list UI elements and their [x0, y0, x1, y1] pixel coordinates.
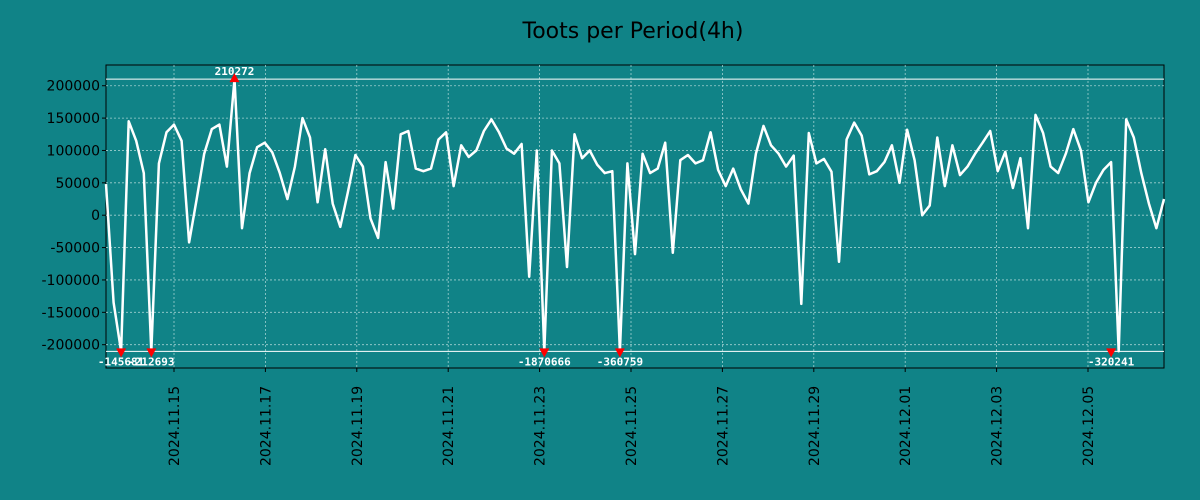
x-tick-label: 2024.11.17 [258, 386, 274, 466]
x-axis: 2024.11.15 2024.11.17 2024.11.19 2024.11.21… [167, 368, 1097, 466]
extreme-marker [1106, 348, 1117, 358]
y-tick-label: 200000 [47, 79, 100, 95]
y-tick-label: 100000 [47, 143, 100, 159]
marker-label: -1870666 [518, 355, 571, 368]
y-axis: 200000 150000 100000 50000 0 -50000 -100000 -15… [42, 79, 106, 354]
marker-label: -145681 [98, 355, 145, 368]
x-tick-label: 2024.11.29 [807, 386, 823, 466]
x-tick-label: 2024.11.25 [624, 386, 640, 466]
x-tick-label: 2024.11.19 [350, 386, 366, 466]
plot-area [105, 64, 1165, 369]
y-tick-label: -100000 [42, 273, 101, 289]
x-tick-label: 2024.11.27 [715, 386, 731, 466]
x-tick-label: 2024.11.23 [533, 386, 549, 466]
marker-label: -360759 [597, 355, 643, 368]
y-tick-label: 50000 [55, 176, 100, 192]
x-tick-label: 2024.12.03 [990, 386, 1006, 466]
reference-lines [106, 78, 1164, 352]
marker-label: -212693 [128, 355, 174, 368]
y-tick-label: 150000 [47, 111, 100, 127]
extreme-marker [229, 73, 240, 83]
x-tick-label: 2024.12.01 [898, 386, 914, 466]
marker-label: -320241 [1088, 355, 1135, 368]
x-tick-label: 2024.11.15 [167, 386, 183, 466]
chart-title: Toots per Period(4h) [522, 19, 744, 44]
x-tick-label: 2024.11.21 [441, 386, 457, 466]
extreme-marker [614, 348, 625, 358]
extreme-marker [146, 348, 157, 358]
grid-lines [106, 65, 1164, 368]
extreme-marker [539, 348, 550, 358]
series-group [104, 77, 1166, 353]
y-tick-label: -150000 [42, 305, 101, 321]
x-tick-label: 2024.12.05 [1081, 386, 1097, 466]
y-tick-label: 0 [91, 208, 100, 224]
series-line-toots [104, 77, 1166, 353]
marker-label: 210272 [215, 65, 255, 78]
extreme-marker [116, 348, 127, 358]
y-tick-label: -50000 [50, 241, 100, 257]
marker-group: -145681-212693 210272 -1870666 -360759 -3202… [98, 65, 1135, 368]
y-tick-label: -200000 [42, 338, 101, 354]
